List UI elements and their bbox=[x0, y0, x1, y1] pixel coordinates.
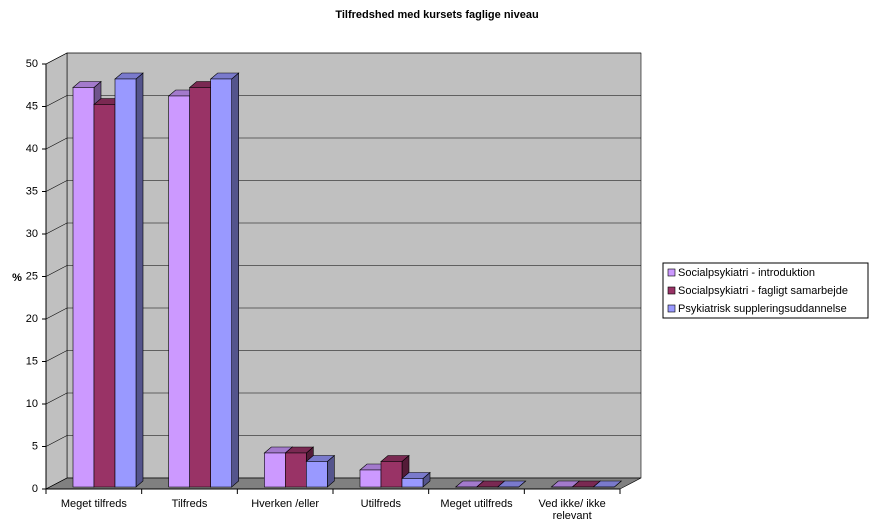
y-tick-label: 20 bbox=[26, 313, 38, 325]
y-tick-label: 30 bbox=[26, 228, 38, 240]
bar-front bbox=[168, 95, 190, 488]
bar-front bbox=[210, 78, 232, 488]
bar bbox=[571, 480, 602, 488]
y-tick-label: 50 bbox=[26, 58, 38, 70]
legend-box bbox=[662, 262, 869, 319]
bar-front bbox=[285, 452, 307, 488]
y-tick-label: 45 bbox=[26, 100, 38, 112]
y-tick-label: 15 bbox=[26, 355, 38, 367]
bar bbox=[380, 454, 410, 488]
grid-line bbox=[45, 222, 641, 235]
bar-front bbox=[264, 452, 286, 488]
bar-front bbox=[72, 87, 95, 488]
y-tick-label: 10 bbox=[26, 398, 38, 410]
chart-title: Tilfredshed med kursets faglige niveau bbox=[335, 9, 538, 21]
x-tick-label: Hverken /eller bbox=[251, 498, 320, 510]
x-tick-label: Utilfreds bbox=[360, 498, 401, 510]
bar bbox=[496, 480, 527, 488]
legend-swatch bbox=[667, 304, 676, 313]
legend-label: Socialpsykiatri - fagligt samarbejde bbox=[678, 285, 848, 297]
legend-label: Socialpsykiatri - introduktion bbox=[678, 267, 815, 279]
y-tick-label: 40 bbox=[26, 143, 38, 155]
grid-line bbox=[45, 137, 641, 150]
x-tick-label: Meget tilfreds bbox=[60, 498, 127, 510]
bar-front bbox=[359, 469, 382, 488]
bar-front bbox=[401, 478, 424, 488]
grid-line bbox=[45, 477, 641, 490]
bar bbox=[401, 471, 431, 488]
y-axis-label: % bbox=[12, 272, 22, 284]
x-tick-label: Meget utilfreds bbox=[440, 498, 513, 510]
grid-line bbox=[45, 180, 641, 192]
grid-line bbox=[45, 52, 641, 65]
x-tick-label: Tilfreds bbox=[171, 498, 208, 510]
bar bbox=[209, 72, 240, 488]
y-tick-label: 5 bbox=[32, 440, 38, 452]
bar bbox=[592, 480, 623, 488]
y-tick-label: 25 bbox=[26, 270, 38, 282]
legend-swatch bbox=[667, 268, 676, 277]
bar-front bbox=[189, 87, 211, 488]
bar-front bbox=[380, 461, 403, 488]
bar-front bbox=[114, 78, 137, 488]
legend-label: Psykiatrisk suppleringsuddannelse bbox=[678, 303, 847, 315]
grid-line bbox=[45, 265, 641, 277]
bar-front bbox=[306, 461, 328, 488]
bar bbox=[305, 454, 336, 488]
grid-line bbox=[45, 307, 641, 320]
bar-side bbox=[231, 72, 239, 488]
y-tick-label: 0 bbox=[32, 483, 38, 495]
grid-line bbox=[45, 435, 641, 447]
x-tick-label: Ved ikke/ ikke relevant bbox=[538, 498, 606, 522]
bar-side bbox=[135, 72, 144, 488]
y-tick-label: 35 bbox=[26, 185, 38, 197]
grid-line bbox=[45, 95, 641, 107]
grid-line bbox=[45, 350, 641, 362]
bar bbox=[114, 72, 144, 488]
grid-line bbox=[45, 392, 641, 405]
legend-swatch bbox=[667, 286, 676, 295]
bar-front bbox=[93, 104, 116, 488]
